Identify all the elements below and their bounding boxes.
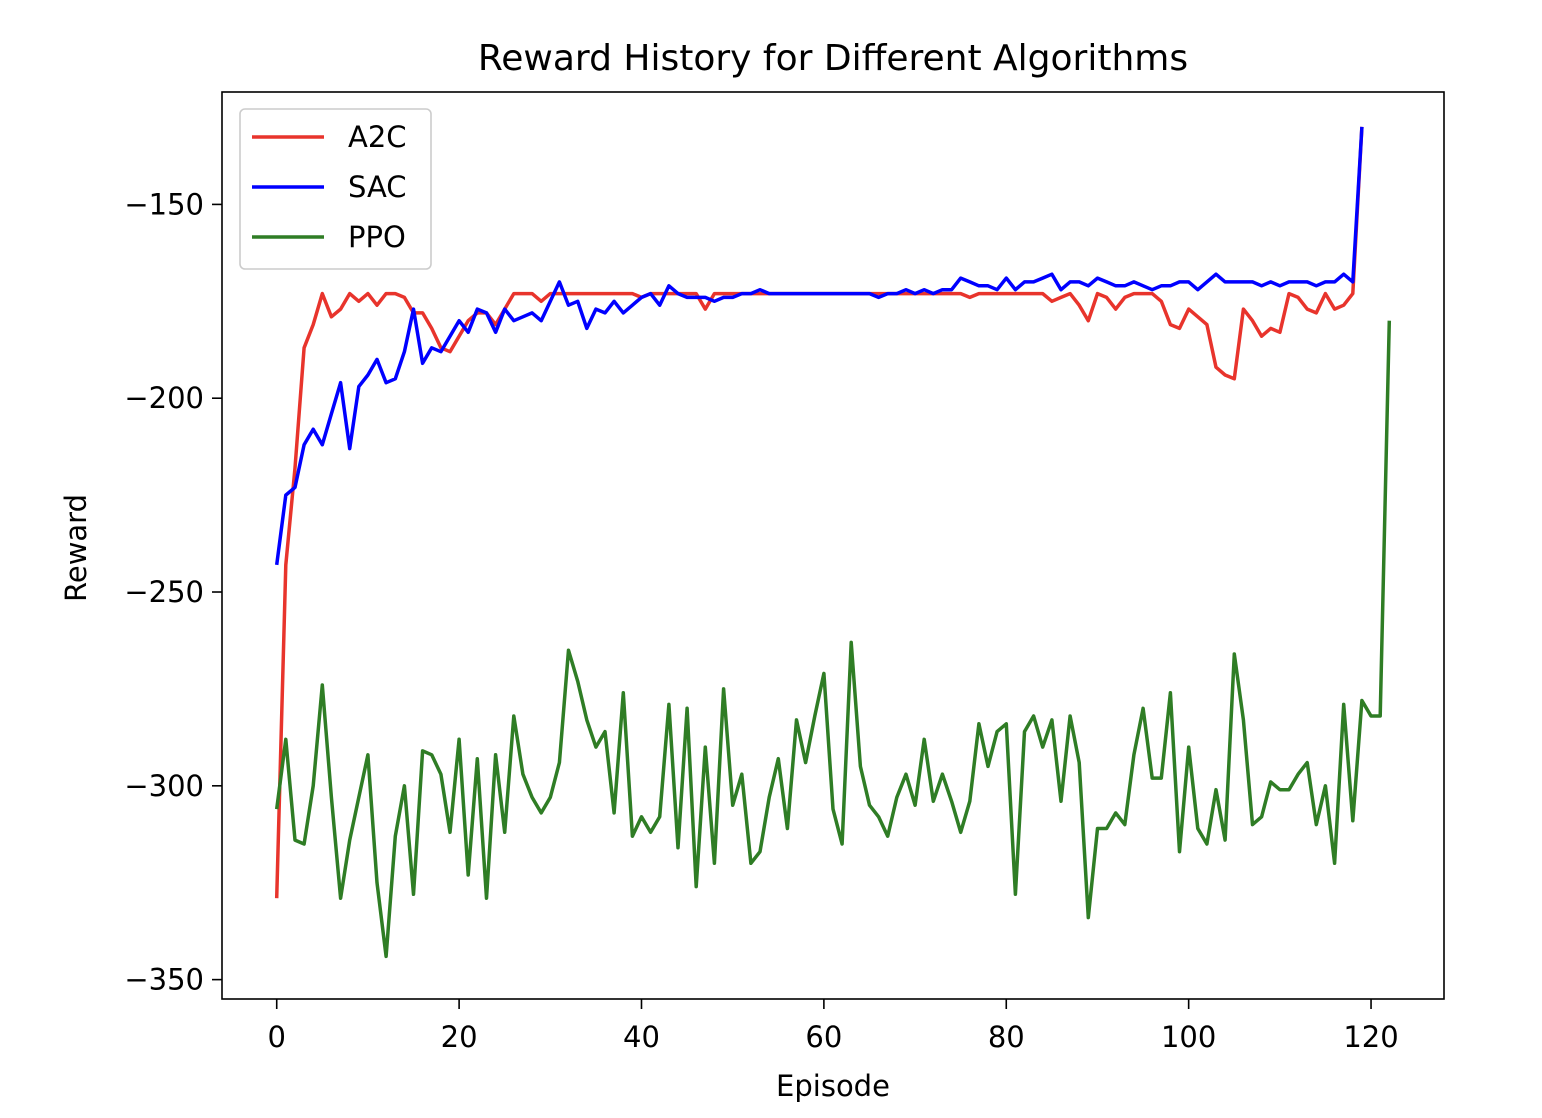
y-tick-label: −300 <box>124 769 204 803</box>
x-tick-label: 40 <box>623 1020 660 1054</box>
x-tick-label: 60 <box>805 1020 842 1054</box>
x-tick-label: 120 <box>1343 1020 1398 1054</box>
y-tick-label: −350 <box>124 963 204 997</box>
y-tick-label: −200 <box>124 381 204 415</box>
x-tick-label: 100 <box>1161 1020 1216 1054</box>
y-axis-label: Reward <box>59 494 93 602</box>
x-tick-label: 0 <box>267 1020 285 1054</box>
legend-box <box>239 108 432 270</box>
x-axis-ticks: 0 20 40 60 80 100 120 <box>267 999 1399 1054</box>
y-tick-label: −150 <box>124 187 204 221</box>
series-line-ppo <box>274 320 1392 959</box>
legend-label-ppo: PPO <box>348 220 406 254</box>
legend: A2C SAC PPO <box>239 108 432 270</box>
x-tick-label: 20 <box>441 1020 478 1054</box>
legend-label-a2c: A2C <box>348 120 407 154</box>
y-axis-ticks: −150 −200 −250 −300 −350 <box>124 187 222 997</box>
y-tick-label: −250 <box>124 575 204 609</box>
series-layer <box>274 126 1392 959</box>
plot-frame <box>221 91 1445 1000</box>
legend-label-sac: SAC <box>348 170 407 204</box>
x-tick-label: 80 <box>988 1020 1025 1054</box>
series-line-sac <box>274 126 1364 566</box>
x-axis-label: Episode <box>776 1069 890 1103</box>
chart-title: Reward History for Different Algorithms <box>478 38 1188 79</box>
